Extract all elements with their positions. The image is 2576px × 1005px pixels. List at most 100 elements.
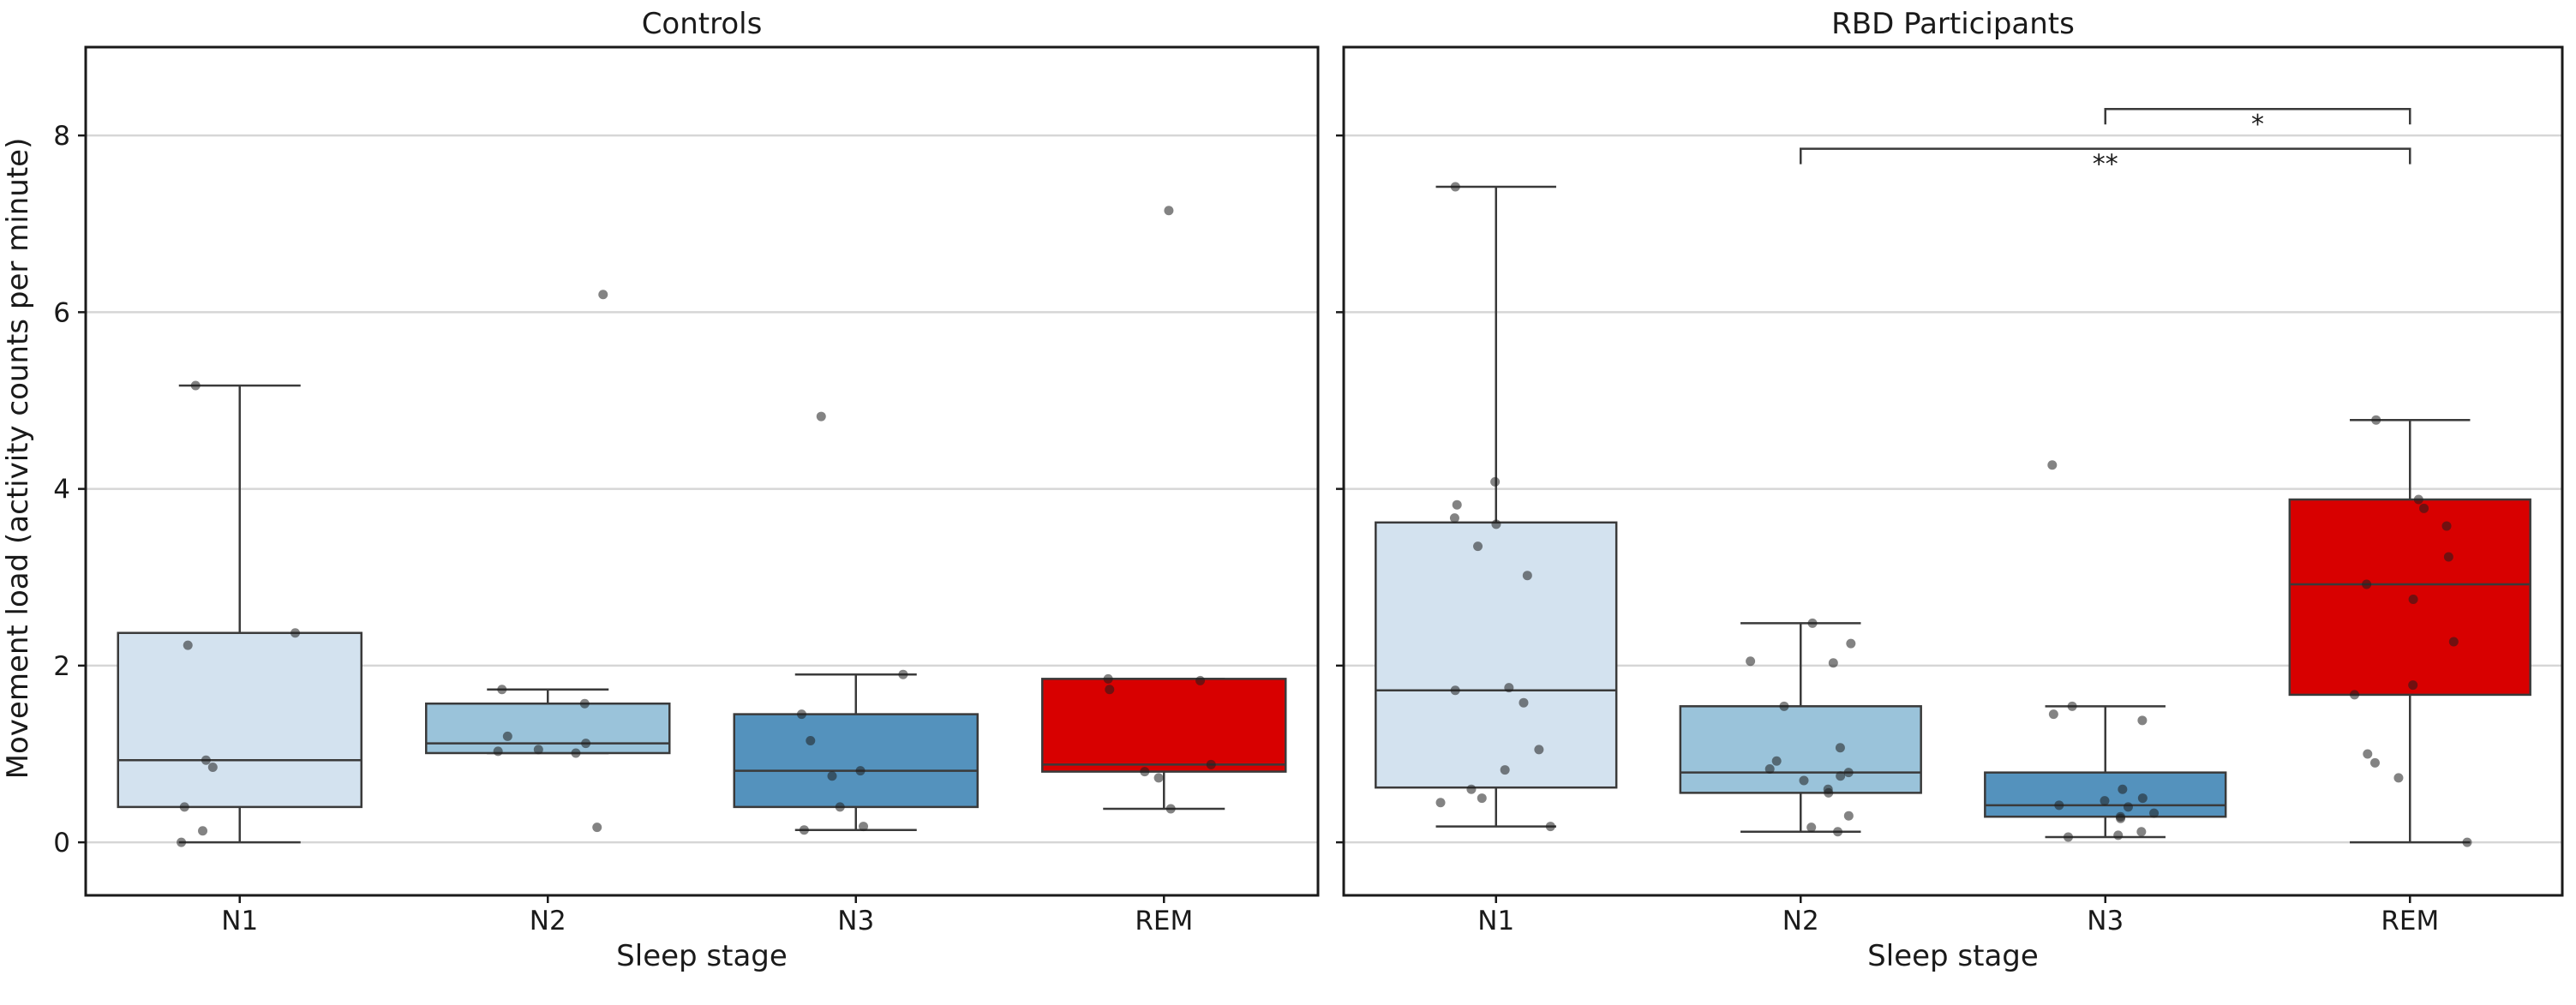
panel-controls: Controls 0 2 4 6 8 N1 N2 N3 REM Sleep stage <box>53 7 1320 973</box>
data-point <box>2123 802 2133 812</box>
data-point <box>592 823 602 833</box>
data-point <box>2113 830 2124 840</box>
data-point <box>1846 638 1856 649</box>
data-point <box>1806 823 1817 833</box>
data-point <box>2408 680 2418 691</box>
data-point <box>183 640 193 650</box>
data-point <box>533 745 543 755</box>
data-point <box>2371 415 2381 425</box>
data-point <box>2100 796 2110 806</box>
data-point <box>1195 675 1206 685</box>
data-point <box>1833 827 1843 837</box>
data-point <box>1836 771 1846 781</box>
data-point <box>1490 476 1501 487</box>
data-point <box>1534 745 1544 755</box>
box-n3 <box>1984 460 2227 842</box>
data-point <box>1823 784 1833 794</box>
data-point <box>1206 759 1216 769</box>
data-point <box>2393 773 2404 783</box>
data-point <box>2136 827 2147 837</box>
box-iqr <box>1040 678 1287 773</box>
data-point <box>2054 800 2064 811</box>
data-point <box>1473 541 1483 552</box>
data-point <box>898 669 908 679</box>
data-point <box>290 628 300 638</box>
data-point <box>1466 784 1477 794</box>
data-point <box>1519 697 1529 708</box>
data-point <box>179 802 189 812</box>
x-tick-label: N1 <box>221 906 258 936</box>
box-iqr <box>424 702 671 755</box>
data-point <box>2448 637 2459 647</box>
data-point <box>1452 500 1462 510</box>
data-point <box>1771 756 1782 766</box>
panel-frame <box>84 45 1320 897</box>
box-iqr <box>1375 521 1618 789</box>
data-point <box>2369 757 2380 768</box>
data-point <box>177 837 187 847</box>
panel-title: Controls <box>642 7 763 41</box>
data-point <box>2149 808 2160 818</box>
data-point <box>1779 701 1789 711</box>
data-point <box>1799 775 1809 786</box>
data-point <box>806 736 816 746</box>
x-tick-label: N3 <box>837 906 874 936</box>
data-point <box>502 731 512 741</box>
data-point <box>1843 811 1854 821</box>
data-point <box>2408 595 2418 605</box>
data-point <box>190 380 201 391</box>
data-point <box>1435 798 1446 808</box>
data-point <box>1164 206 1174 216</box>
data-point <box>1491 519 1501 529</box>
data-point <box>835 802 845 812</box>
box-n3 <box>733 411 979 835</box>
data-point <box>799 825 809 835</box>
data-point <box>1450 182 1460 192</box>
y-tick-label: 2 <box>53 651 70 682</box>
box-n1 <box>117 380 363 847</box>
box-n1 <box>1375 182 1618 832</box>
data-point <box>497 685 507 695</box>
data-point <box>201 755 211 765</box>
y-tick-label: 6 <box>53 297 70 328</box>
data-point <box>1545 822 1555 832</box>
panels-group: Controls 0 2 4 6 8 N1 N2 N3 REM Sleep stage RBD Par… <box>53 7 2564 973</box>
data-point <box>2413 494 2423 505</box>
data-point <box>1504 683 1514 693</box>
data-point <box>855 766 866 776</box>
data-point <box>571 748 581 758</box>
data-point <box>2363 749 2373 759</box>
x-axis-label: Sleep stage <box>616 939 788 973</box>
box-rem <box>2288 415 2531 847</box>
panel-frame <box>1342 45 2564 897</box>
data-point <box>2137 793 2148 804</box>
data-point <box>816 411 826 422</box>
x-axis-label: Sleep stage <box>1867 939 2039 973</box>
data-point <box>1522 571 1532 581</box>
box-rem <box>1040 206 1287 814</box>
data-point <box>1500 765 1510 775</box>
data-point <box>2118 784 2128 794</box>
data-point <box>1449 513 1459 523</box>
y-tick-label: 4 <box>53 475 70 505</box>
data-point <box>581 739 591 749</box>
data-point <box>1103 673 1113 684</box>
y-axis-label: Movement load (activity counts per minut… <box>1 138 35 780</box>
data-point <box>2063 832 2073 842</box>
data-point <box>2067 701 2077 711</box>
data-point <box>1835 743 1845 753</box>
data-point <box>2419 503 2429 513</box>
significance-bracket <box>2104 107 2411 125</box>
x-tick-label: N2 <box>1782 906 1819 936</box>
data-point <box>2115 811 2125 822</box>
data-point <box>859 822 869 832</box>
data-point <box>1105 685 1115 695</box>
data-point <box>2443 552 2453 562</box>
data-point <box>1828 658 1838 668</box>
x-tick-label: REM <box>2381 906 2439 936</box>
significance-bracket <box>1800 147 2411 165</box>
data-point <box>493 746 503 757</box>
box-iqr <box>1984 771 2227 818</box>
x-tick-label: N1 <box>1477 906 1514 936</box>
